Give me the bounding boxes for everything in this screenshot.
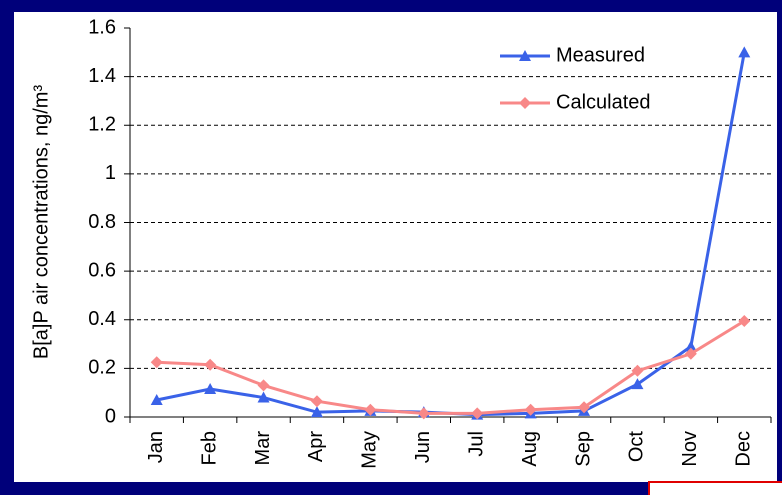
x-tick-label: Apr — [305, 431, 327, 462]
x-tick-label: Jun — [412, 431, 434, 463]
legend-label: Calculated — [556, 91, 651, 113]
marker — [204, 383, 217, 395]
y-tick-label: 0.4 — [88, 308, 116, 330]
marker — [204, 358, 217, 371]
marker — [310, 395, 323, 408]
y-tick-label: 0 — [105, 405, 116, 427]
marker — [150, 393, 163, 405]
marker — [738, 46, 751, 58]
y-tick-label: 1.4 — [88, 65, 116, 87]
y-tick-label: 1.6 — [88, 16, 116, 38]
marker — [257, 379, 270, 392]
overlay-box — [648, 481, 782, 495]
marker — [578, 401, 591, 414]
marker — [631, 378, 644, 390]
y-tick-label: 1 — [105, 162, 116, 184]
x-tick-label: Jul — [465, 431, 487, 457]
x-tick-label: Jan — [145, 431, 167, 463]
x-tick-label: Dec — [733, 431, 755, 467]
marker — [519, 50, 531, 61]
marker — [417, 407, 430, 420]
series-line — [156, 319, 746, 415]
marker — [684, 340, 697, 352]
y-tick-label: 1.2 — [88, 114, 116, 136]
x-tick-label: May — [359, 431, 381, 469]
marker — [471, 407, 484, 420]
marker — [738, 314, 751, 327]
chart-area — [14, 12, 777, 482]
legend-label: Measured — [556, 44, 645, 66]
x-tick-label: Oct — [626, 431, 648, 463]
marker — [519, 97, 531, 109]
y-tick-label: 0.2 — [88, 357, 116, 379]
x-tick-label: Mar — [252, 431, 274, 466]
marker — [310, 406, 323, 418]
x-tick-label: Feb — [198, 431, 220, 465]
y-tick-label: 0.6 — [88, 259, 116, 281]
y-tick-label: 0.8 — [88, 211, 116, 233]
marker — [631, 364, 644, 377]
marker — [524, 403, 537, 416]
marker — [257, 391, 270, 403]
x-tick-label: Sep — [572, 431, 594, 467]
x-tick-label: Nov — [679, 431, 701, 467]
y-axis-label: B[a]P air concentrations, ng/m³ — [30, 85, 52, 360]
marker — [150, 356, 163, 369]
marker — [364, 403, 377, 416]
marker — [684, 347, 697, 360]
x-tick-label: Aug — [519, 431, 541, 467]
